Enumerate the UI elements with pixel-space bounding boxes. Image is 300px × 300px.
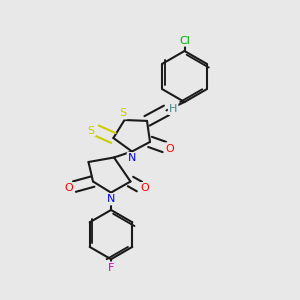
Text: N: N xyxy=(107,194,115,204)
Text: N: N xyxy=(128,153,136,163)
Text: S: S xyxy=(88,125,95,136)
Text: S: S xyxy=(119,108,127,118)
Text: O: O xyxy=(64,183,74,193)
Text: Cl: Cl xyxy=(179,35,190,46)
Text: O: O xyxy=(140,183,149,193)
Text: H: H xyxy=(169,104,177,114)
Text: O: O xyxy=(165,143,174,154)
Text: F: F xyxy=(108,262,114,273)
